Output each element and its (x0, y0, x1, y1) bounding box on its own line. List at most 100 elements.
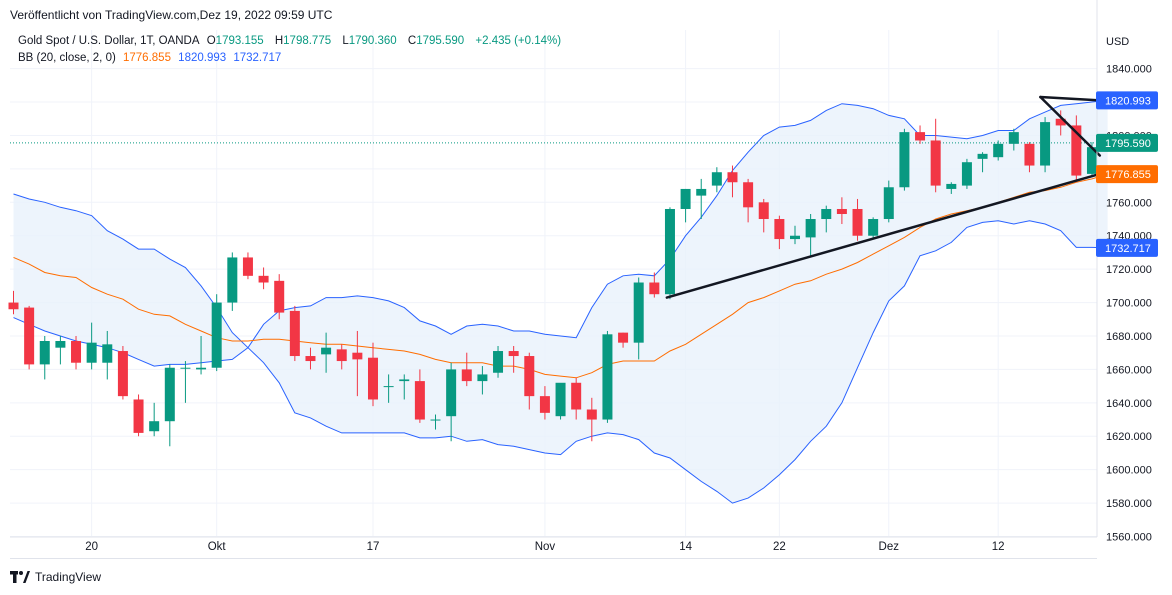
candle-body (774, 219, 785, 240)
candle (274, 274, 285, 320)
candle (555, 382, 566, 420)
y-tick-label: 1640.000 (1106, 398, 1152, 410)
candle (571, 377, 582, 420)
y-tick-label: 1700.000 (1106, 298, 1152, 310)
candle-body (55, 340, 66, 348)
candle-body (711, 172, 722, 186)
candle-body (852, 208, 863, 236)
candle (602, 330, 613, 423)
candle-body (86, 342, 97, 363)
candle (1071, 115, 1082, 183)
open-value: O1793.155 (206, 35, 264, 47)
candle (821, 205, 832, 233)
candle (39, 335, 50, 380)
candle-body (493, 351, 504, 373)
candle-body (1071, 125, 1082, 176)
candle-body (1055, 118, 1066, 126)
candle-body (930, 140, 941, 186)
footer-divider (10, 558, 1097, 559)
footer-brand: TradingView (35, 570, 102, 584)
candle-body (430, 419, 441, 421)
candle (164, 364, 175, 447)
x-tick-label: Okt (208, 541, 227, 553)
candle-body (149, 421, 160, 432)
candle-body (633, 282, 644, 343)
candle-body (743, 182, 754, 208)
candle-body (211, 302, 222, 368)
candle-body (555, 382, 566, 417)
candle-body (821, 208, 832, 220)
candle-body (1040, 122, 1051, 166)
candle-body (352, 352, 363, 360)
candle-body (571, 382, 582, 410)
close-value: C1795.590 (407, 35, 465, 47)
candle (758, 198, 769, 233)
candle (493, 346, 504, 378)
price-label-bg (1096, 133, 1158, 152)
candle-body (477, 374, 488, 382)
price-label-bg (1096, 91, 1158, 110)
candle-body (1086, 147, 1097, 174)
footer: TradingView (10, 570, 101, 584)
candle (430, 414, 441, 430)
price-axis-currency: USD (1106, 36, 1129, 48)
y-tick-label: 1620.000 (1106, 431, 1152, 443)
trendline (1039, 95, 1102, 157)
y-tick-label: 1840.000 (1106, 64, 1152, 76)
candle-body (539, 396, 550, 413)
candle-body (461, 369, 472, 382)
candle (586, 397, 597, 442)
candle-body (883, 187, 894, 220)
candle (414, 369, 425, 423)
change-value: +2.435 (+0.14%) (475, 35, 562, 47)
candle (461, 352, 472, 387)
candle (711, 167, 722, 193)
x-tick-label: 14 (679, 541, 692, 553)
y-tick-label: 1680.000 (1106, 331, 1152, 343)
candle (446, 362, 457, 442)
candle (805, 214, 816, 258)
candle-body (289, 310, 300, 357)
x-tick-label: 17 (367, 541, 380, 553)
candle-body (383, 386, 394, 388)
candle (102, 330, 113, 380)
candle (977, 152, 988, 173)
candle-body (164, 367, 175, 422)
bb-lower-value: 1732.717 (233, 52, 282, 64)
x-tick-label: 12 (992, 541, 1005, 553)
price-label-basis: 1776.855 (1096, 165, 1158, 184)
x-tick-label: Dez (879, 541, 900, 553)
high-value: H1798.775 (274, 35, 332, 47)
candle (883, 180, 894, 223)
candle-body (961, 162, 972, 186)
price-label-upper: 1820.993 (1096, 91, 1158, 110)
candle-body (1024, 143, 1035, 166)
bb-fill (13, 100, 1108, 504)
candle-body (180, 367, 191, 369)
price-label-lower: 1732.717 (1096, 238, 1158, 257)
candle (508, 346, 519, 373)
candle-body (977, 153, 988, 159)
price-label-last: 1795.590 (1096, 133, 1158, 152)
price-label-text: 1732.717 (1105, 243, 1151, 255)
candle (86, 322, 97, 370)
x-tick-label: 22 (773, 541, 786, 553)
candle (696, 178, 707, 220)
tradingview-logo-icon (10, 571, 30, 583)
low-value: L1790.360 (342, 35, 397, 47)
candle (336, 344, 347, 370)
y-tick-label: 1560.000 (1106, 532, 1152, 544)
candle (305, 347, 316, 370)
candle (180, 361, 191, 403)
candle (258, 267, 269, 290)
candle-body (664, 208, 675, 295)
x-tick-label: Nov (535, 541, 556, 553)
candle (993, 140, 1004, 161)
candle-body (680, 188, 691, 209)
candle-body (399, 379, 410, 382)
candle (618, 332, 629, 348)
candle-body (102, 344, 113, 363)
candle (633, 277, 644, 360)
candle-body (446, 369, 457, 417)
